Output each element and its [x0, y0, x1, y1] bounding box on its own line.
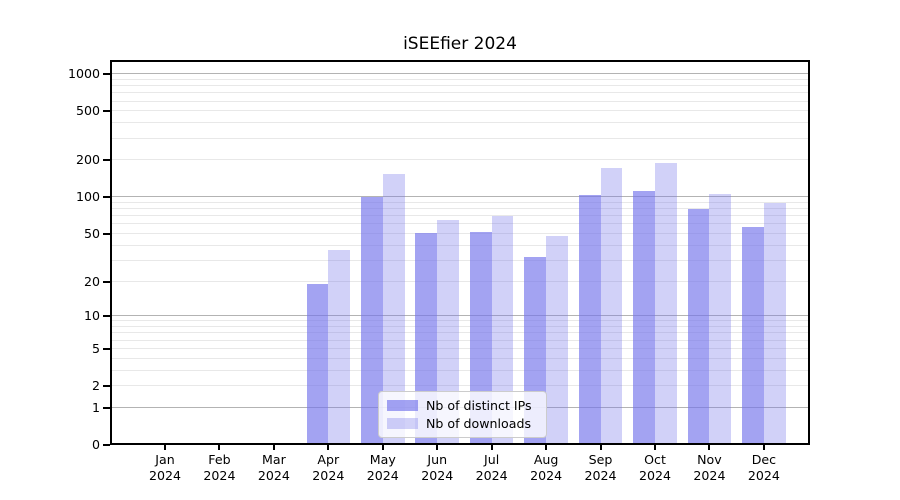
legend-label: Nb of distinct IPs [426, 398, 532, 413]
bar-distinct-ips [578, 194, 601, 445]
y-tick-label: 2 [91, 378, 100, 394]
bar-downloads [437, 220, 460, 445]
y-tick [103, 73, 110, 76]
x-tick-label: Sep 2024 [584, 452, 617, 483]
bar-distinct-ips [306, 284, 329, 445]
y-tick [103, 233, 110, 236]
gridline-minor [110, 233, 810, 235]
gridline-major [110, 196, 810, 198]
gridline-minor [110, 85, 810, 87]
y-tick [103, 280, 110, 283]
gridline-minor [110, 259, 810, 261]
plot-area [110, 60, 810, 445]
bar-downloads [546, 236, 568, 445]
y-tick [103, 347, 110, 350]
x-tick [490, 445, 493, 450]
y-tick [103, 159, 110, 162]
gridline-minor [110, 137, 810, 139]
y-tick-label: 10 [83, 308, 100, 324]
legend-swatch-distinct-ips [387, 400, 418, 411]
y-tick-label: 1 [91, 399, 100, 415]
y-tick-label: 50 [83, 226, 100, 242]
bar-downloads [709, 193, 732, 445]
y-tick-label: 200 [75, 152, 100, 168]
bar-downloads [655, 163, 677, 445]
gridline-minor [110, 369, 810, 371]
chart-title: iSEEfier 2024 [403, 34, 517, 54]
gridline-minor [110, 100, 810, 102]
legend: Nb of distinct IPs Nb of downloads [378, 391, 547, 438]
x-tick [599, 445, 602, 450]
x-tick-label: Nov 2024 [693, 452, 726, 483]
legend-item: Nb of distinct IPs [387, 398, 538, 413]
x-tick [545, 445, 548, 450]
gridline-minor [110, 339, 810, 341]
gridline-minor [110, 347, 810, 349]
gridline-major [110, 73, 810, 75]
gridline-minor [110, 357, 810, 359]
x-tick-label: Jul 2024 [475, 452, 508, 483]
bar-distinct-ips [633, 190, 655, 445]
x-tick [272, 445, 275, 450]
gridline-minor [110, 326, 810, 328]
gridline-minor [110, 208, 810, 210]
y-tick-label: 5 [91, 340, 100, 356]
x-tick [218, 445, 221, 450]
gridline-minor [110, 79, 810, 80]
bar-distinct-ips [687, 209, 710, 445]
x-tick-label: Apr 2024 [312, 452, 345, 483]
y-tick-label: 0 [91, 437, 100, 452]
x-tick-label: Aug 2024 [530, 452, 563, 483]
x-tick [381, 445, 384, 450]
gridline-major [110, 315, 810, 317]
gridline-minor [110, 215, 810, 217]
y-tick [103, 406, 110, 409]
gridline-minor [110, 110, 810, 112]
bar-distinct-ips [742, 227, 764, 445]
x-tick-label: Jun 2024 [421, 452, 454, 483]
gridline-minor [110, 332, 810, 334]
gridline-minor [110, 122, 810, 124]
bar-downloads [491, 216, 514, 445]
x-tick-label: Oct 2024 [638, 452, 672, 483]
gridline-minor [110, 280, 810, 282]
x-tick-label: Mar 2024 [257, 452, 290, 483]
gridline-minor [110, 202, 810, 203]
legend-item: Nb of downloads [387, 416, 538, 431]
x-tick [654, 445, 656, 450]
y-tick [103, 385, 110, 388]
legend-label: Nb of downloads [426, 416, 532, 431]
gridline-minor [110, 320, 810, 322]
gridline-minor [110, 244, 810, 246]
bar-downloads [763, 203, 786, 445]
x-tick [708, 445, 711, 450]
y-tick [103, 315, 110, 318]
y-tick [103, 110, 110, 113]
x-tick [164, 445, 166, 450]
bar-distinct-ips [360, 197, 383, 445]
x-tick [436, 445, 439, 450]
y-tick-label: 100 [75, 189, 100, 205]
x-tick-label: Dec 2024 [747, 452, 780, 483]
bar-downloads [328, 249, 351, 445]
x-tick-label: Feb 2024 [203, 452, 236, 483]
x-tick [327, 445, 330, 450]
y-tick-label: 500 [75, 103, 100, 119]
legend-swatch-downloads [387, 418, 418, 429]
x-tick [762, 445, 765, 450]
gridline-minor [110, 159, 810, 161]
y-tick-label: 1000 [67, 66, 100, 82]
y-tick [103, 196, 110, 199]
x-tick-label: May 2024 [366, 452, 399, 483]
x-tick-label: Jan 2024 [148, 452, 182, 483]
bar-downloads [600, 167, 623, 445]
gridline-minor [110, 385, 810, 387]
gridline-minor [110, 223, 810, 225]
gridline-minor [110, 92, 810, 94]
bar-downloads [382, 174, 405, 445]
y-tick [103, 444, 110, 446]
y-tick-label: 20 [83, 273, 100, 289]
